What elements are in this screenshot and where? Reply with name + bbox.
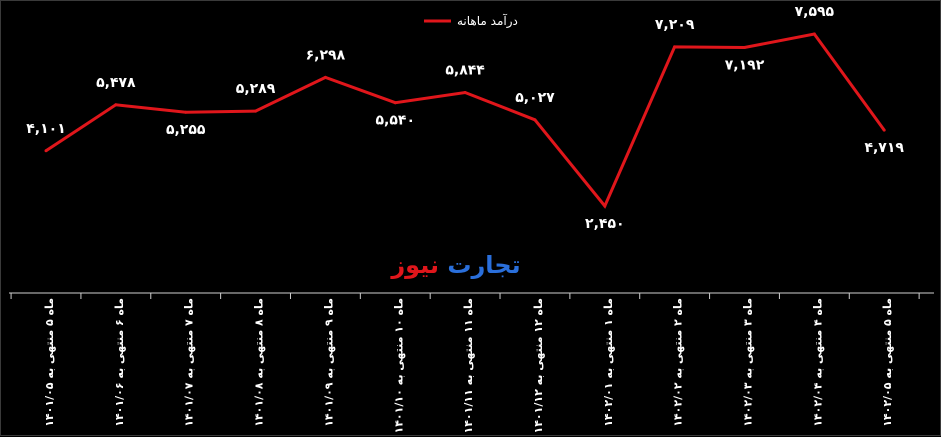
watermark: تجارت نیوز [390, 251, 520, 279]
data-label: ۲,۴۵۰ [585, 216, 625, 232]
x-tick-label: ماه ۹ منتهی به ۱۴۰۱/۰۹ [322, 298, 335, 427]
x-tick-label: ماه ۲ منتهی به ۱۴۰۲/۰۲ [672, 298, 685, 427]
data-label: ۷,۱۹۲ [725, 57, 765, 73]
x-tick-label: ماه ۴ منتهی به ۱۴۰۲/۰۴ [811, 298, 824, 427]
x-tick-label: ماه ۱ منتهی به ۱۴۰۲/۰۱ [602, 298, 615, 427]
x-tick-label: ماه ۵ منتهی به ۱۴۰۲/۰۵ [881, 298, 894, 427]
x-axis: ماه ۵ منتهی به ۱۴۰۱/۰۵ ماه ۶ منتهی به ۱۴۰… [9, 292, 934, 434]
data-point [254, 109, 258, 113]
data-point [323, 75, 327, 79]
legend-label: درآمد ماهانه [457, 13, 518, 29]
legend: درآمد ماهانه [424, 13, 518, 29]
data-point [184, 110, 188, 114]
data-label: ۵,۲۸۹ [236, 81, 276, 97]
x-tick-label: ماه ۱۲ منتهی به ۱۴۰۱/۱۲ [532, 298, 545, 434]
watermark-part-red: نیوز [390, 251, 439, 279]
data-label: ۵,۵۴۰ [376, 113, 416, 129]
series-group: ۴,۱۰۱ ۵,۴۷۸ ۵,۲۵۵ ۵,۲۸۹ ۶,۲۹۸ ۵,۵۴۰ ۵,۸۴۴ ۵,۰۲۷… [26, 4, 904, 232]
data-label: ۵,۸۴۴ [445, 63, 485, 79]
data-point [463, 91, 467, 95]
x-tick-label: ماه ۸ منتهی به ۱۴۰۱/۰۸ [253, 298, 266, 427]
data-label: ۵,۰۲۷ [515, 90, 555, 106]
data-point [44, 149, 48, 153]
x-tick-label: ماه ۱۰ منتهی به ۱۴۰۱/۱۰ [392, 298, 405, 434]
data-label: ۵,۴۷۸ [96, 75, 136, 91]
data-point [743, 45, 746, 49]
data-label: ۷,۲۰۹ [655, 17, 695, 33]
x-tick-label: ماه ۵ منتهی به ۱۴۰۱/۰۵ [43, 298, 56, 427]
data-point [882, 128, 886, 132]
data-label: ۷,۵۹۵ [795, 4, 835, 20]
data-point [673, 45, 677, 49]
data-label: ۴,۱۰۱ [26, 121, 66, 137]
data-label: ۵,۲۵۵ [166, 122, 206, 138]
x-tick-label: ماه ۷ منتهی به ۱۴۰۱/۰۷ [183, 298, 196, 427]
data-point [603, 204, 607, 208]
x-tick-label: ماه ۶ منتهی به ۱۴۰۱/۰۶ [113, 298, 126, 427]
watermark-part-blue: تجارت [447, 251, 520, 279]
x-tick-label: ماه ۱۱ منتهی به ۱۴۰۱/۱۱ [462, 298, 475, 434]
data-point [812, 32, 816, 36]
watermark-text: تجارت نیوز [390, 251, 520, 279]
data-point [114, 103, 118, 107]
x-tick-label: ماه ۳ منتهی به ۱۴۰۲/۰۳ [742, 298, 755, 427]
data-label: ۶,۲۹۸ [306, 47, 346, 63]
data-point [393, 101, 397, 105]
data-point [533, 118, 537, 122]
data-label: ۴,۷۱۹ [864, 140, 904, 156]
